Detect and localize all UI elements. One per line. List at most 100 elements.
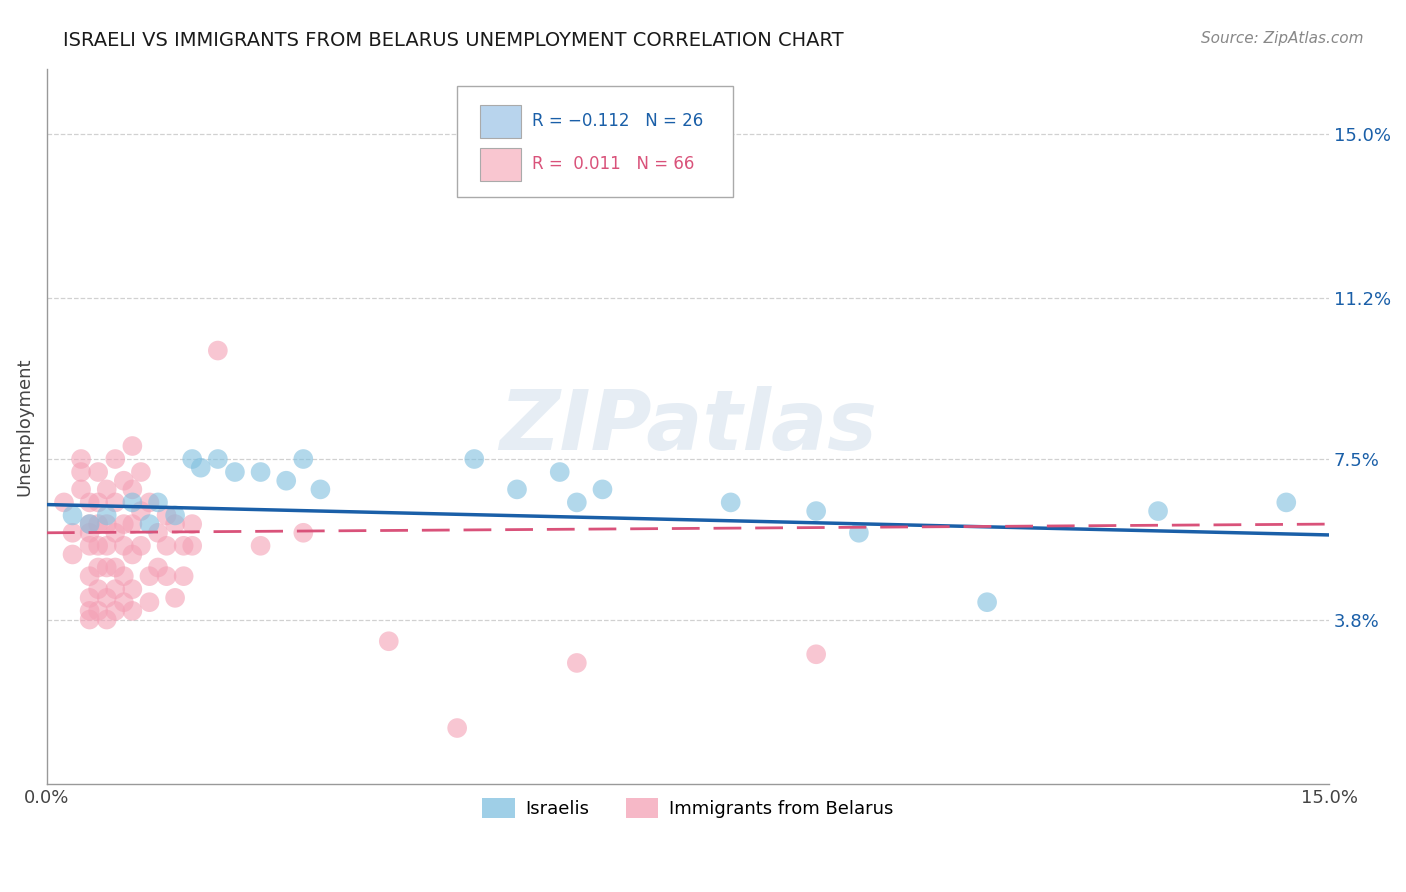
Point <box>1275 495 1298 509</box>
Point <box>70 483 93 497</box>
Text: R = −0.112   N = 26: R = −0.112 N = 26 <box>531 112 703 130</box>
Point <box>976 595 998 609</box>
Text: ISRAELI VS IMMIGRANTS FROM BELARUS UNEMPLOYMENT CORRELATION CHART: ISRAELI VS IMMIGRANTS FROM BELARUS UNEMP… <box>63 31 844 50</box>
Point <box>804 504 827 518</box>
Point <box>96 539 118 553</box>
Text: R =  0.011   N = 66: R = 0.011 N = 66 <box>531 155 695 173</box>
Point <box>548 465 571 479</box>
Point <box>79 495 101 509</box>
Point <box>104 452 127 467</box>
Point <box>96 560 118 574</box>
Point <box>173 569 195 583</box>
Point <box>79 517 101 532</box>
Point <box>565 656 588 670</box>
Point <box>121 483 143 497</box>
Point <box>276 474 298 488</box>
Text: ZIPatlas: ZIPatlas <box>499 386 877 467</box>
Point <box>62 508 84 523</box>
Point <box>79 613 101 627</box>
Point <box>804 647 827 661</box>
Point <box>138 517 160 532</box>
Point <box>79 539 101 553</box>
Point <box>165 508 187 523</box>
Point <box>1147 504 1170 518</box>
Point <box>249 539 271 553</box>
Point <box>96 613 118 627</box>
Point <box>70 452 93 467</box>
Point <box>720 495 742 509</box>
Point <box>79 569 101 583</box>
Point <box>70 465 93 479</box>
Point <box>87 604 110 618</box>
Point <box>592 483 614 497</box>
Point <box>165 591 187 605</box>
Point <box>138 569 160 583</box>
Point <box>112 517 135 532</box>
Point <box>190 460 212 475</box>
Point <box>848 525 870 540</box>
Point <box>104 495 127 509</box>
Point <box>96 517 118 532</box>
FancyBboxPatch shape <box>481 148 522 181</box>
Point <box>155 569 177 583</box>
Point <box>378 634 401 648</box>
FancyBboxPatch shape <box>457 87 733 197</box>
Point <box>129 465 152 479</box>
Point <box>292 452 315 467</box>
Point <box>446 721 468 735</box>
Point <box>207 343 229 358</box>
Point <box>79 604 101 618</box>
Point <box>96 483 118 497</box>
Point <box>79 525 101 540</box>
Point <box>165 517 187 532</box>
Point <box>565 495 588 509</box>
Point <box>104 560 127 574</box>
Point <box>173 539 195 553</box>
Point <box>112 595 135 609</box>
Point <box>96 508 118 523</box>
Point <box>121 439 143 453</box>
Point <box>224 465 246 479</box>
Point <box>87 582 110 597</box>
Point <box>104 525 127 540</box>
Point <box>121 604 143 618</box>
Point <box>87 465 110 479</box>
Point <box>104 582 127 597</box>
Point <box>129 539 152 553</box>
Point <box>87 495 110 509</box>
Point <box>146 525 169 540</box>
Point <box>138 495 160 509</box>
Point <box>79 517 101 532</box>
Legend: Israelis, Immigrants from Belarus: Israelis, Immigrants from Belarus <box>475 791 901 825</box>
Point <box>129 504 152 518</box>
Text: Source: ZipAtlas.com: Source: ZipAtlas.com <box>1201 31 1364 46</box>
Point <box>292 525 315 540</box>
Point <box>121 495 143 509</box>
Point <box>112 569 135 583</box>
Point <box>155 508 177 523</box>
Point <box>87 560 110 574</box>
Point <box>96 591 118 605</box>
Point <box>62 525 84 540</box>
Point <box>181 539 204 553</box>
Point <box>112 474 135 488</box>
Point <box>181 517 204 532</box>
Point <box>53 495 76 509</box>
Point <box>62 548 84 562</box>
Point <box>121 548 143 562</box>
Point <box>249 465 271 479</box>
Point <box>155 539 177 553</box>
Point <box>309 483 332 497</box>
Y-axis label: Unemployment: Unemployment <box>15 357 32 496</box>
Point <box>146 560 169 574</box>
Point <box>104 604 127 618</box>
Point <box>146 495 169 509</box>
Point <box>87 539 110 553</box>
Point <box>121 517 143 532</box>
Point <box>207 452 229 467</box>
Point <box>463 452 485 467</box>
Point <box>112 539 135 553</box>
Point <box>138 595 160 609</box>
Point <box>87 517 110 532</box>
FancyBboxPatch shape <box>481 105 522 138</box>
